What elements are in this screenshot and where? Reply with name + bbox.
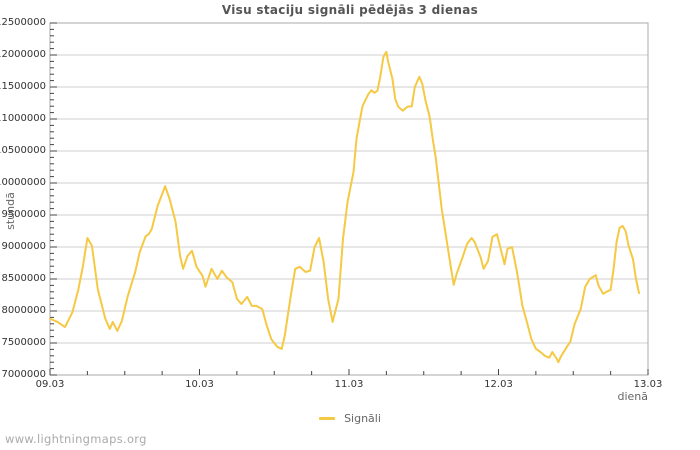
y-tick-label: 7000000: [1, 369, 46, 380]
x-tick-label: 09.03: [35, 379, 65, 390]
chart-title: Visu staciju signāli pēdējās 3 dienas: [221, 3, 479, 17]
y-tick-label: 8500000: [1, 273, 46, 284]
y-tick-label: 9000000: [1, 241, 46, 252]
y-axis-unit-label: stundā: [4, 192, 17, 230]
y-tick-label: 11000000: [0, 113, 46, 124]
x-tick-label: 13.03: [633, 379, 663, 390]
x-axis-unit-label: dienā: [617, 390, 648, 403]
y-tick-label: 11500000: [0, 81, 46, 92]
legend-series-label: Signāli: [344, 411, 381, 425]
chart-legend: Signāli: [0, 411, 700, 425]
watermark-text: www.lightningmaps.org: [5, 432, 147, 446]
x-tick-label: 12.03: [484, 379, 513, 390]
x-tick-label: 10.03: [185, 379, 214, 390]
legend-line-swatch: [319, 416, 336, 420]
y-tick-label: 10500000: [0, 145, 46, 156]
y-tick-label: 8000000: [1, 305, 46, 316]
y-tick-label: 12000000: [0, 49, 46, 60]
y-tick-label: 10000000: [0, 177, 46, 188]
y-tick-label: 7500000: [1, 337, 46, 348]
y-tick-label: 9500000: [1, 209, 46, 220]
y-tick-label: 12500000: [0, 17, 46, 28]
x-tick-label: 11.03: [334, 379, 364, 390]
